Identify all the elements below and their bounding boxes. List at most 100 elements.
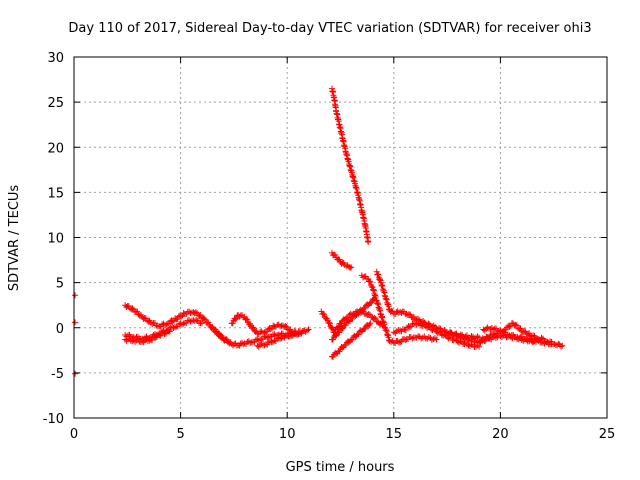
data-point [155, 331, 162, 338]
data-point [178, 313, 185, 320]
data-point [506, 323, 513, 330]
data-point [287, 326, 294, 333]
data-point [424, 324, 431, 331]
data-point [161, 321, 168, 328]
data-point [342, 322, 349, 329]
data-point [461, 336, 468, 343]
data-point [160, 329, 167, 336]
data-point [257, 336, 264, 343]
data-point [198, 320, 205, 327]
data-point [430, 326, 437, 333]
data-point [513, 322, 520, 329]
data-point [453, 331, 460, 338]
data-point [339, 325, 346, 332]
data-point [254, 342, 261, 349]
data-point [409, 335, 416, 342]
data-point [347, 264, 354, 271]
data-point [129, 338, 136, 345]
data-point [360, 274, 367, 281]
data-point [462, 339, 469, 346]
data-point [409, 320, 416, 327]
y-tick-label: 25 [47, 96, 64, 111]
data-point [215, 330, 222, 337]
data-point [512, 321, 519, 328]
data-point [267, 338, 274, 345]
data-point [366, 278, 373, 285]
data-point [267, 326, 274, 333]
data-point [332, 329, 339, 336]
data-point [367, 278, 374, 285]
data-point [244, 316, 251, 323]
data-point [376, 276, 383, 283]
data-point [133, 337, 140, 344]
data-point [557, 343, 564, 350]
x-tick-label: 10 [279, 427, 296, 442]
data-point [371, 314, 378, 321]
data-point [366, 311, 373, 318]
data-point [134, 308, 141, 315]
data-point [264, 334, 271, 341]
data-point [174, 315, 181, 322]
data-point [250, 325, 257, 332]
y-tick-label: 15 [47, 186, 64, 201]
data-point [554, 342, 561, 349]
data-point [464, 335, 471, 342]
data-point [480, 326, 487, 333]
data-point [149, 321, 156, 328]
data-point [326, 319, 333, 326]
axis-ticks: 0 5 10 15 20 25 -10 -5 0 5 10 15 20 25 30 [43, 51, 616, 442]
y-tick-label: 0 [56, 322, 64, 337]
data-point [530, 332, 537, 339]
data-point [212, 326, 219, 333]
data-point [387, 339, 394, 346]
data-point [283, 323, 290, 330]
data-point [540, 335, 547, 342]
data-point [152, 334, 159, 341]
data-point [304, 327, 311, 334]
data-point [139, 338, 146, 345]
y-tick-label: 30 [47, 51, 64, 66]
data-point [270, 322, 277, 329]
data-point [357, 309, 364, 316]
chart-title: Day 110 of 2017, Sidereal Day-to-day VTE… [68, 21, 591, 36]
data-point [277, 323, 284, 330]
data-point [406, 311, 413, 318]
data-point [555, 340, 562, 347]
data-point [559, 342, 566, 349]
data-point [275, 334, 282, 341]
data-point [368, 299, 375, 306]
data-point [456, 334, 463, 341]
data-point [329, 336, 336, 343]
x-tick-label: 5 [176, 427, 184, 442]
data-point [355, 331, 362, 338]
data-point [321, 311, 328, 318]
data-point [153, 322, 160, 329]
data-point [434, 330, 441, 337]
data-point [334, 324, 341, 331]
data-point [223, 336, 230, 343]
data-point [261, 329, 268, 336]
data-point [354, 308, 361, 315]
data-point [171, 324, 178, 331]
y-tick-label: 5 [56, 277, 64, 292]
data-point [282, 323, 289, 330]
y-axis-label: SDTVAR / TECUs [7, 185, 22, 292]
data-point [269, 338, 276, 345]
data-point [336, 348, 343, 355]
data-point [296, 330, 303, 337]
data-point [367, 320, 374, 327]
data-point [362, 305, 369, 312]
data-point [456, 339, 463, 346]
data-point [413, 321, 420, 328]
data-point [163, 321, 170, 328]
data-point [438, 331, 445, 338]
y-tick-label: -10 [43, 412, 64, 427]
data-point [229, 320, 236, 327]
y-tick-label: -5 [51, 367, 64, 382]
data-point [125, 336, 132, 343]
data-point [445, 330, 452, 337]
data-point [166, 328, 173, 335]
data-point [406, 324, 413, 331]
data-point [433, 336, 440, 343]
data-point [326, 320, 333, 327]
